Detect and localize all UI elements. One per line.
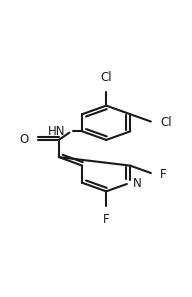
Text: HN: HN bbox=[48, 125, 65, 138]
Text: Cl: Cl bbox=[100, 71, 112, 84]
Text: F: F bbox=[160, 168, 166, 181]
Text: F: F bbox=[103, 213, 110, 226]
Text: O: O bbox=[20, 133, 29, 146]
Text: N: N bbox=[133, 177, 142, 190]
Text: Cl: Cl bbox=[160, 116, 172, 129]
